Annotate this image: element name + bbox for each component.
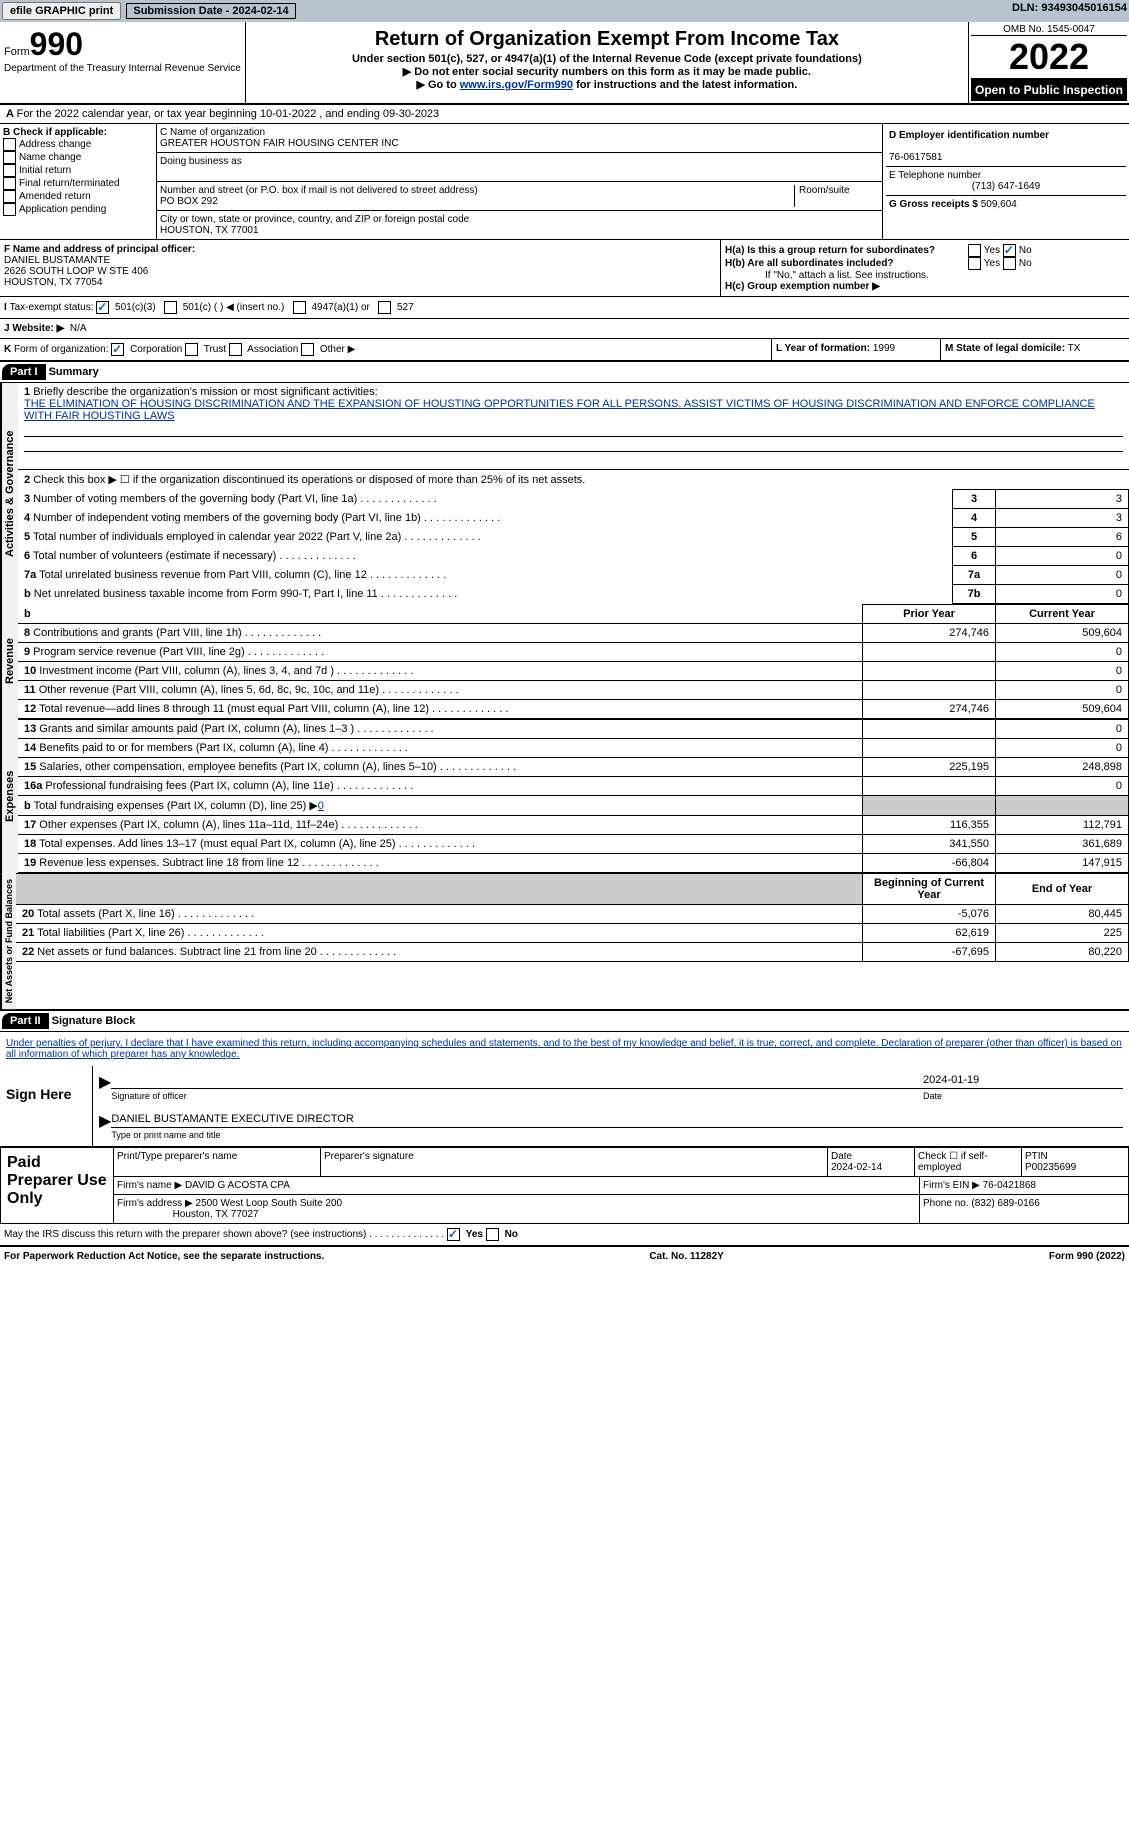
efile-print-button[interactable]: efile GRAPHIC print: [2, 2, 121, 20]
domicile: TX: [1068, 343, 1081, 354]
cb-assoc[interactable]: [229, 343, 242, 356]
phone: (713) 647-1649: [889, 181, 1123, 192]
cb-address[interactable]: [3, 138, 16, 151]
header-right: OMB No. 1545-0047 2022 Open to Public In…: [968, 22, 1129, 103]
col-c: C Name of organizationGREATER HOUSTON FA…: [157, 124, 882, 239]
cb-name[interactable]: [3, 151, 16, 164]
firm-ein: 76-0421868: [983, 1180, 1036, 1191]
summary-revenue: Revenue bPrior YearCurrent Year8 Contrib…: [0, 604, 1129, 719]
form-num: 990: [30, 26, 83, 62]
row-klm: K Form of organization: Corporation Trus…: [0, 339, 1129, 362]
cb-final[interactable]: [3, 177, 16, 190]
ptin: P00235699: [1025, 1162, 1076, 1173]
prep-phone: (832) 689-0166: [971, 1198, 1039, 1209]
section-fh: F Name and address of principal officer:…: [0, 240, 1129, 297]
part2-hdr: Part II: [2, 1013, 49, 1029]
city: HOUSTON, TX 77001: [160, 225, 879, 236]
paid-preparer: Paid Preparer Use Only Print/Type prepar…: [0, 1147, 1129, 1224]
website: N/A: [70, 323, 87, 334]
may-no[interactable]: [486, 1228, 499, 1241]
officer-name: DANIEL BUSTAMANTE: [4, 255, 110, 266]
hb-no[interactable]: [1003, 257, 1016, 270]
cb-501c3[interactable]: [96, 301, 109, 314]
submission-date: Submission Date - 2024-02-14: [126, 3, 295, 19]
col-d: D Employer identification number76-06175…: [882, 124, 1129, 239]
section-bcd: B Check if applicable: Address change Na…: [0, 124, 1129, 240]
ha-yes[interactable]: [968, 244, 981, 257]
summary-expenses: Expenses 13 Grants and similar amounts p…: [0, 719, 1129, 873]
tax-year: 2022: [971, 35, 1127, 79]
may-yes[interactable]: [447, 1228, 460, 1241]
summary-activities: Activities & Governance 1 Briefly descri…: [0, 383, 1129, 604]
street: PO BOX 292: [160, 196, 794, 207]
dln: DLN: 93493045016154: [1012, 2, 1127, 14]
may-discuss: May the IRS discuss this return with the…: [0, 1224, 1129, 1247]
cb-501c[interactable]: [164, 301, 177, 314]
year-formed: 1999: [873, 343, 895, 354]
cb-other[interactable]: [301, 343, 314, 356]
summary-net: Net Assets or Fund Balances Beginning of…: [0, 873, 1129, 1011]
ha-no[interactable]: [1003, 244, 1016, 257]
part1-hdr: Part I: [2, 364, 46, 380]
col-b: B Check if applicable: Address change Na…: [0, 124, 157, 239]
header-sub1: Under section 501(c), 527, or 4947(a)(1)…: [250, 53, 964, 65]
omb: OMB No. 1545-0047: [971, 24, 1127, 35]
sig-date: 2024-01-19: [923, 1072, 1123, 1089]
footer: For Paperwork Reduction Act Notice, see …: [0, 1247, 1129, 1266]
row-j: J Website: ▶ N/A: [0, 319, 1129, 339]
cb-amended[interactable]: [3, 190, 16, 203]
ein: 76-0617581: [889, 152, 942, 163]
inspection: Open to Public Inspection: [971, 79, 1127, 101]
dept: Department of the Treasury Internal Reve…: [4, 63, 241, 74]
header: Form990 Department of the Treasury Inter…: [0, 22, 1129, 105]
gross: 509,604: [981, 199, 1017, 210]
form-number-box: Form990 Department of the Treasury Inter…: [0, 22, 246, 103]
declaration: Under penalties of perjury, I declare th…: [0, 1032, 1129, 1066]
cb-initial[interactable]: [3, 164, 16, 177]
row-i: I Tax-exempt status: 501(c)(3) 501(c) ( …: [0, 297, 1129, 319]
cb-corp[interactable]: [111, 343, 124, 356]
org-name: GREATER HOUSTON FAIR HOUSING CENTER INC: [160, 138, 879, 149]
header-sub2: ▶ Do not enter social security numbers o…: [250, 65, 964, 78]
header-center: Return of Organization Exempt From Incom…: [246, 22, 968, 103]
form-label: Form: [4, 46, 30, 58]
gov-table: 3 Number of voting members of the govern…: [18, 489, 1129, 604]
cb-pending[interactable]: [3, 203, 16, 216]
topbar: efile GRAPHIC print Submission Date - 20…: [0, 0, 1129, 22]
officer-name-title: DANIEL BUSTAMANTE EXECUTIVE DIRECTOR: [111, 1111, 1123, 1128]
row-a: A For the 2022 calendar year, or tax yea…: [0, 105, 1129, 124]
cb-527[interactable]: [378, 301, 391, 314]
mission: THE ELIMINATION OF HOUSING DISCRIMINATIO…: [24, 398, 1095, 422]
sign-here: Sign Here ▶ Signature of officer 2024-01…: [0, 1066, 1129, 1147]
cb-trust[interactable]: [185, 343, 198, 356]
firm-name: DAVID G ACOSTA CPA: [185, 1180, 290, 1191]
cb-4947[interactable]: [293, 301, 306, 314]
irs-link[interactable]: www.irs.gov/Form990: [460, 79, 573, 91]
header-title: Return of Organization Exempt From Incom…: [250, 28, 964, 51]
hb-yes[interactable]: [968, 257, 981, 270]
